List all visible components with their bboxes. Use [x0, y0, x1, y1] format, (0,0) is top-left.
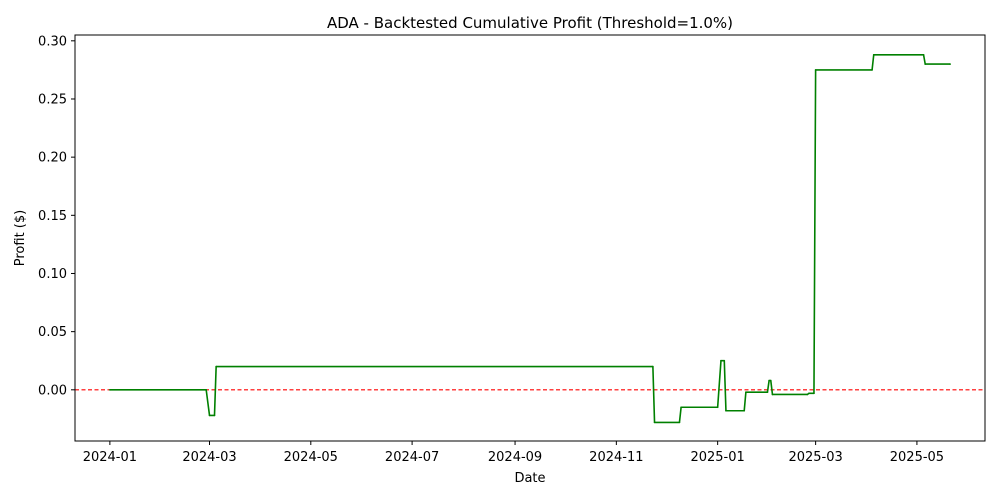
y-axis: 0.00 0.05 0.10 0.15 0.20 0.25 0.30: [38, 34, 75, 398]
profit-data-point: [768, 379, 770, 382]
x-axis: 2024-01 2024-03 2024-05 2024-07 2024-09 2024-…: [83, 441, 944, 465]
profit-data-point: [215, 365, 217, 368]
profit-data-point: [653, 421, 656, 424]
profit-data-point: [924, 63, 927, 65]
profit-data-point: [871, 69, 873, 71]
profit-data-point: [814, 69, 817, 71]
x-tick-label: 2024-01: [83, 450, 137, 465]
profit-data-point: [725, 409, 727, 412]
profit-data-point: [922, 53, 925, 56]
x-tick-label: 2025-01: [690, 450, 744, 465]
y-tick-label: 0.25: [38, 92, 67, 107]
plot-frame: [74, 34, 986, 442]
y-tick-label: 0.00: [38, 383, 67, 398]
x-tick-label: 2024-05: [284, 450, 338, 465]
x-tick-label: 2024-11: [589, 450, 643, 465]
x-tick-label: 2025-05: [890, 450, 944, 465]
profit-data-point: [716, 406, 719, 409]
profit-data-point: [652, 365, 654, 368]
y-tick-label: 0.15: [38, 209, 67, 224]
x-tick-label: 2024-09: [488, 450, 542, 465]
y-tick-label: 0.05: [38, 325, 67, 340]
plot-layer: [75, 53, 985, 424]
profit-data-point: [720, 359, 722, 362]
profit-data-point: [949, 63, 951, 65]
profit-data-point: [680, 406, 682, 409]
profit-data-point: [213, 414, 216, 417]
profit-data-point: [205, 389, 207, 391]
profit-data-point: [771, 393, 774, 396]
x-tick-label: 2025-03: [788, 450, 842, 465]
y-axis-label: Profit ($): [13, 210, 28, 266]
x-tick-label: 2024-03: [182, 450, 236, 465]
profit-series-line: [109, 53, 951, 424]
profit-data-point: [808, 392, 810, 395]
profit-data-point: [743, 409, 746, 412]
profit-data-point: [769, 379, 772, 382]
profit-data-point: [678, 421, 681, 424]
x-tick-label: 2024-07: [385, 450, 439, 465]
profit-data-point: [872, 53, 875, 56]
profit-data-point: [766, 391, 769, 393]
x-axis-label: Date: [514, 471, 545, 486]
chart-title: ADA - Backtested Cumulative Profit (Thre…: [327, 14, 733, 32]
profit-data-point: [208, 414, 211, 417]
profit-data-point: [109, 389, 111, 391]
y-tick-label: 0.30: [38, 34, 67, 49]
profit-data-point: [813, 392, 815, 395]
y-tick-label: 0.10: [38, 267, 67, 282]
profit-data-point: [806, 393, 809, 396]
profit-data-point: [745, 391, 747, 393]
y-tick-label: 0.20: [38, 151, 67, 166]
profit-data-point: [723, 359, 726, 362]
